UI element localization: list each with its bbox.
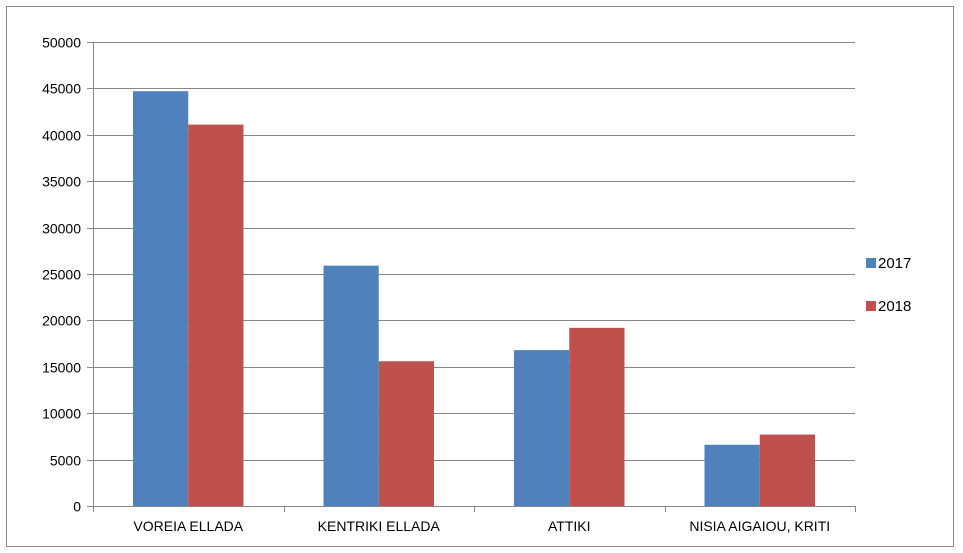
bar-2017-1 <box>133 91 189 507</box>
bar-2018-3 <box>569 327 625 506</box>
x-axis-tick-labels: VOREIA ELLADA KENTRIKI ELLADA ATTIKI NISIA … <box>133 518 830 534</box>
y-tick-label: 25000 <box>42 267 81 283</box>
y-tick-label: 15000 <box>42 360 81 376</box>
bar-2017-2 <box>323 265 379 506</box>
y-tick-label: 0 <box>73 499 81 515</box>
bar-2017-4 <box>704 444 760 506</box>
y-tick-label: 30000 <box>42 221 81 237</box>
x-tick-label: ATTIKI <box>548 518 591 534</box>
y-tick-label: 40000 <box>42 128 81 144</box>
x-tick-label: VOREIA ELLADA <box>133 518 243 534</box>
bar-2018-1 <box>188 124 244 506</box>
x-tick-label: KENTRIKI ELLADA <box>318 518 441 534</box>
legend-label-2018: 2018 <box>878 298 911 315</box>
axes <box>87 42 856 512</box>
y-tick-label: 45000 <box>42 81 81 97</box>
legend-label-2017: 2017 <box>878 255 911 272</box>
y-tick-label: 50000 <box>42 35 81 51</box>
legend-swatch-2018 <box>866 301 876 311</box>
bars <box>133 91 815 507</box>
x-tick-label: NISIA AIGAIOU, KRITI <box>689 518 830 534</box>
y-axis-tick-labels: 0 5000 10000 15000 20000 25000 30000 35000 40000… <box>42 35 81 515</box>
bar-2017-3 <box>514 350 570 506</box>
bar-2018-4 <box>759 434 815 506</box>
y-tick-label: 10000 <box>42 406 81 422</box>
legend: 2017 2018 <box>866 255 911 315</box>
y-tick-label: 5000 <box>50 453 81 469</box>
y-tick-label: 35000 <box>42 174 81 190</box>
bar-2018-2 <box>378 361 434 506</box>
y-tick-label: 20000 <box>42 313 81 329</box>
legend-swatch-2017 <box>866 258 876 268</box>
